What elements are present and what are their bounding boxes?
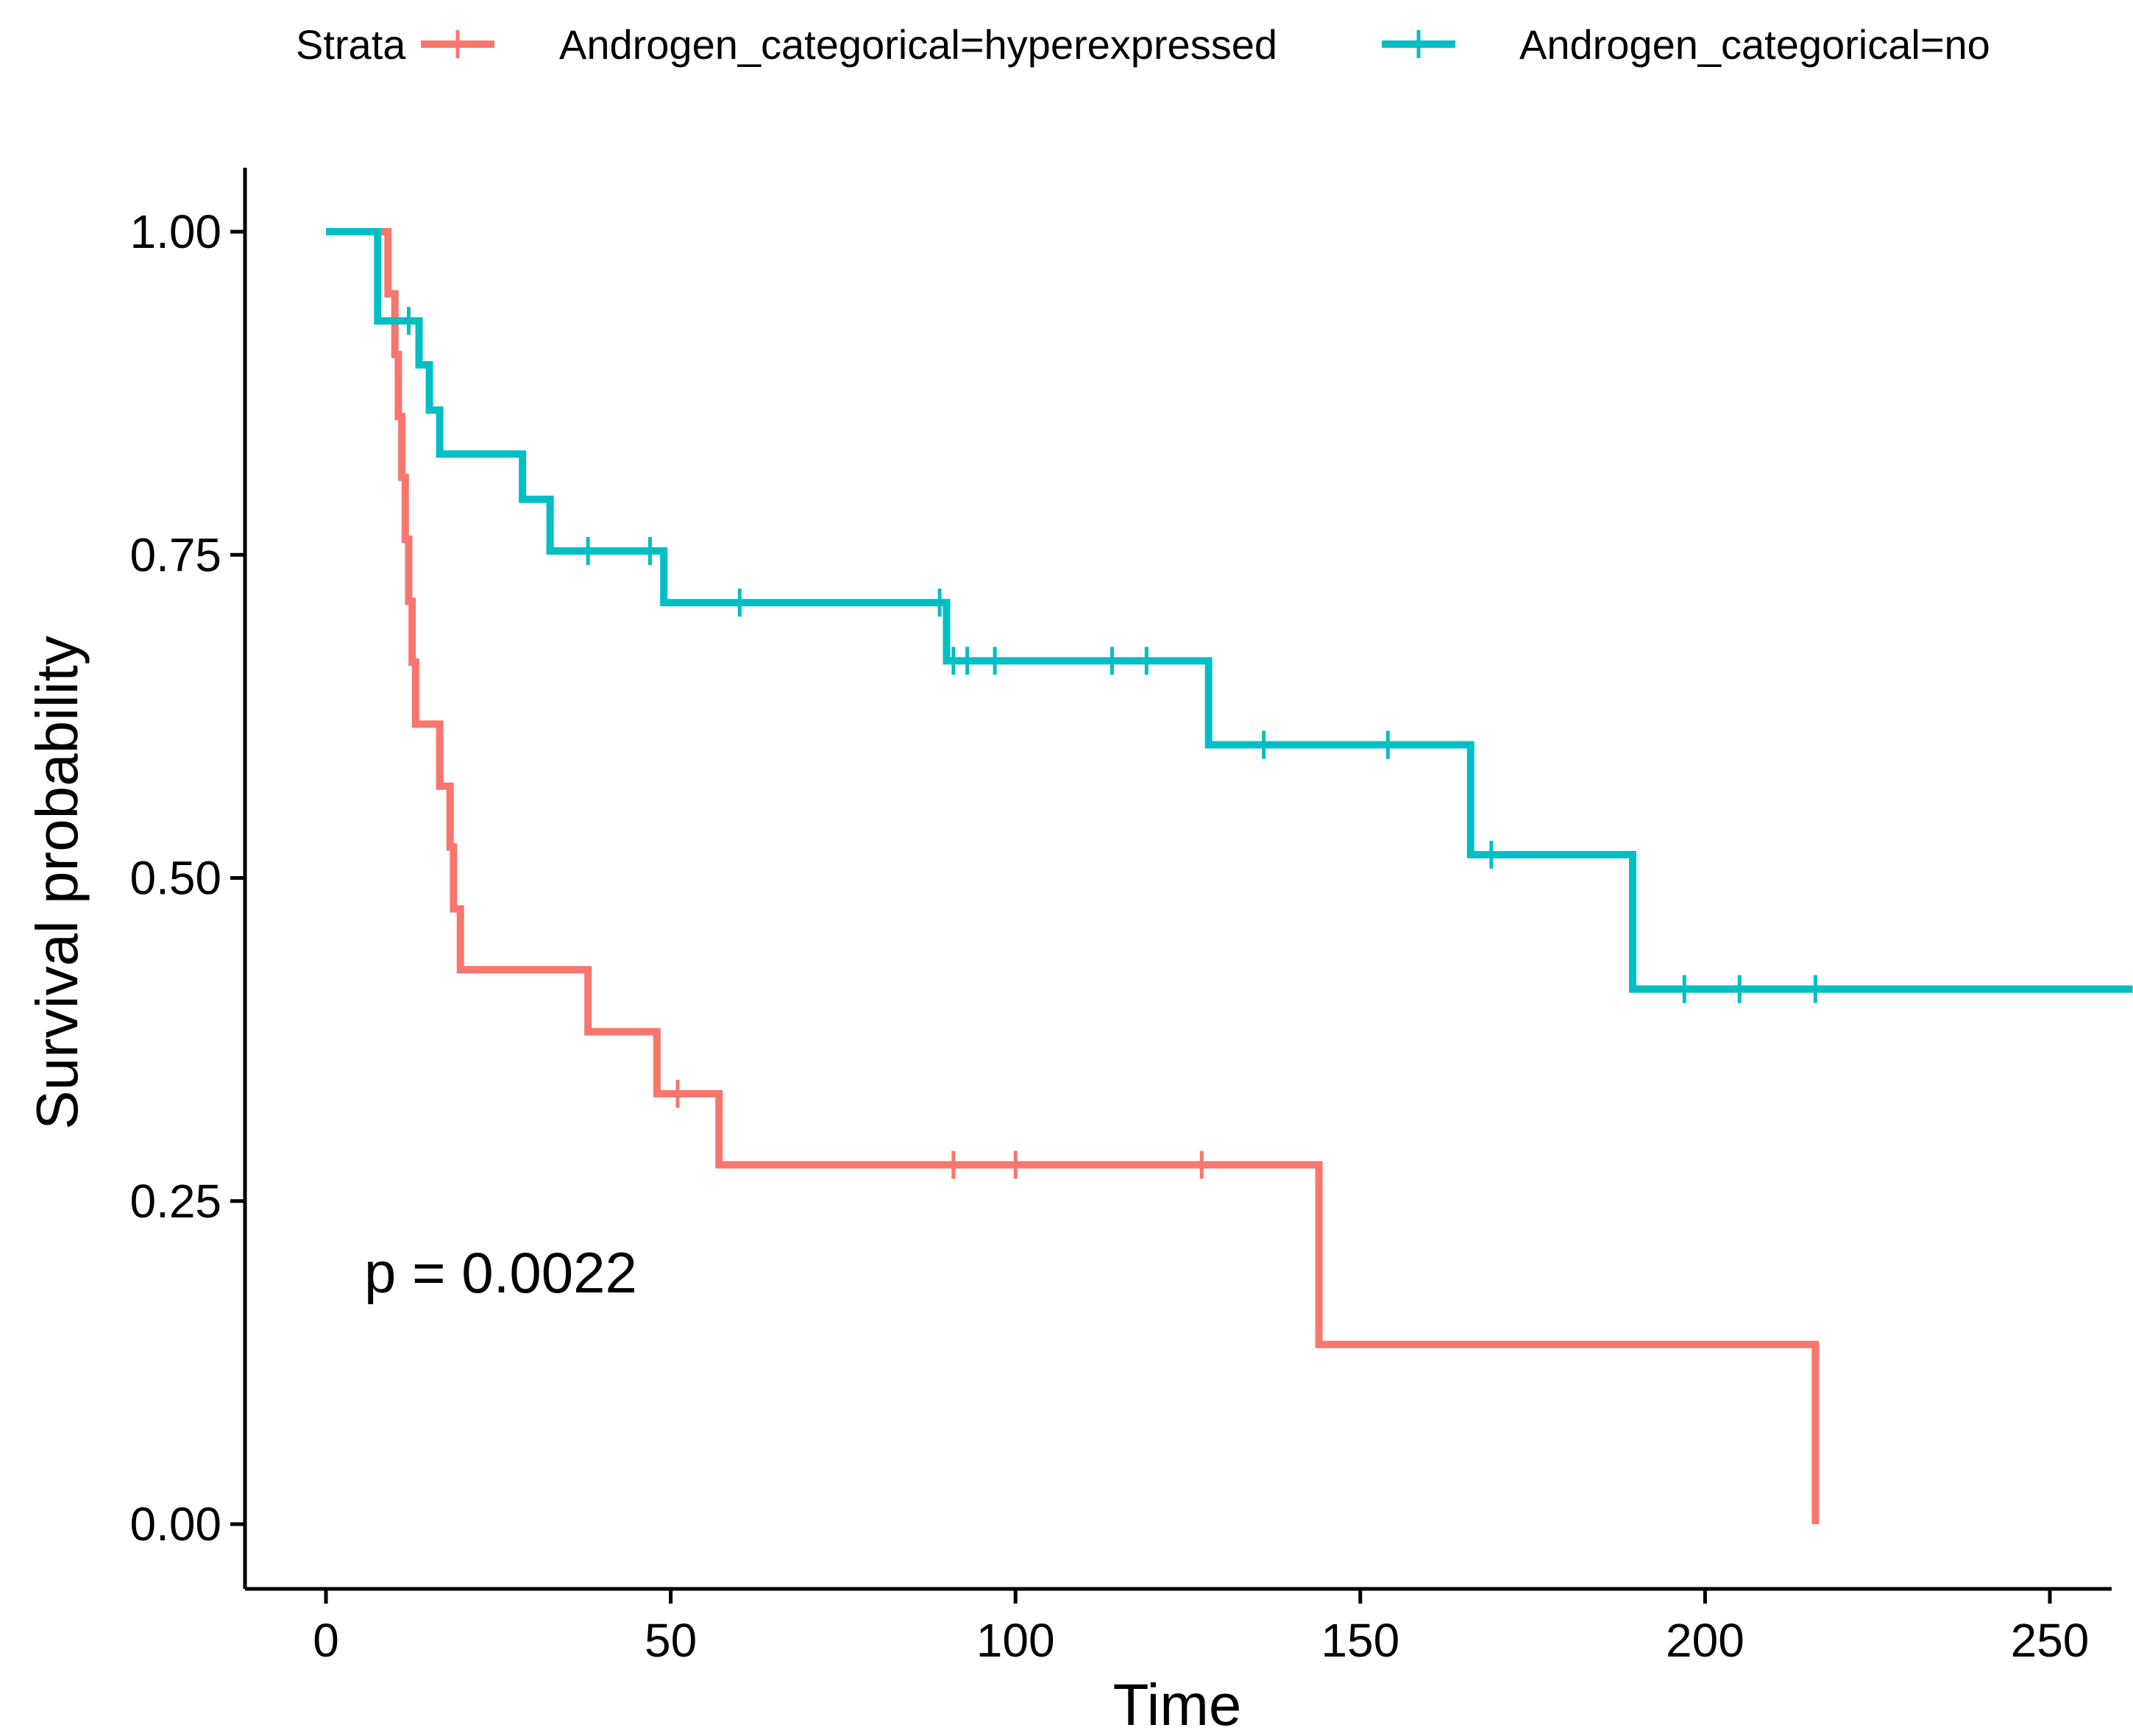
x-tick-label: 100 <box>976 1614 1055 1667</box>
legend-key-no <box>1382 30 1455 58</box>
axes-layer: 0 50 100 150 200 250 0.00 0.25 0.50 0.75 1.00 <box>129 168 2112 1667</box>
y-tick-label: 0.25 <box>129 1175 221 1228</box>
x-tick-label: 250 <box>2011 1614 2090 1667</box>
x-tick-label: 150 <box>1321 1614 1399 1667</box>
series-hyperexpressed <box>326 228 1820 1524</box>
p-value-annotation: p = 0.0022 <box>364 1240 637 1305</box>
legend-key-hyperexpressed <box>421 30 494 58</box>
y-tick-label: 0.00 <box>129 1498 221 1551</box>
series-layer <box>326 228 2133 1524</box>
x-axis-title: Time <box>1113 1672 1242 1736</box>
x-tick-label: 50 <box>645 1614 697 1667</box>
legend-label-no: Androgen_categorical=no <box>1519 21 1990 68</box>
legend-title: Strata <box>296 21 406 68</box>
y-tick-label: 0.75 <box>129 528 221 581</box>
y-tick-label: 1.00 <box>129 205 221 258</box>
survival-curve <box>326 228 1820 1524</box>
x-tick-label: 200 <box>1666 1614 1745 1667</box>
series-no <box>326 228 2133 1003</box>
x-tick-label: 0 <box>313 1614 339 1667</box>
survival-curve <box>326 228 2133 993</box>
legend-label-hyperexpressed: Androgen_categorical=hyperexpressed <box>559 21 1277 68</box>
legend: Strata Androgen_categorical=hyperexpress… <box>296 21 1990 68</box>
y-axis-title: Survival probability <box>24 636 90 1129</box>
y-tick-label: 0.50 <box>129 852 221 905</box>
